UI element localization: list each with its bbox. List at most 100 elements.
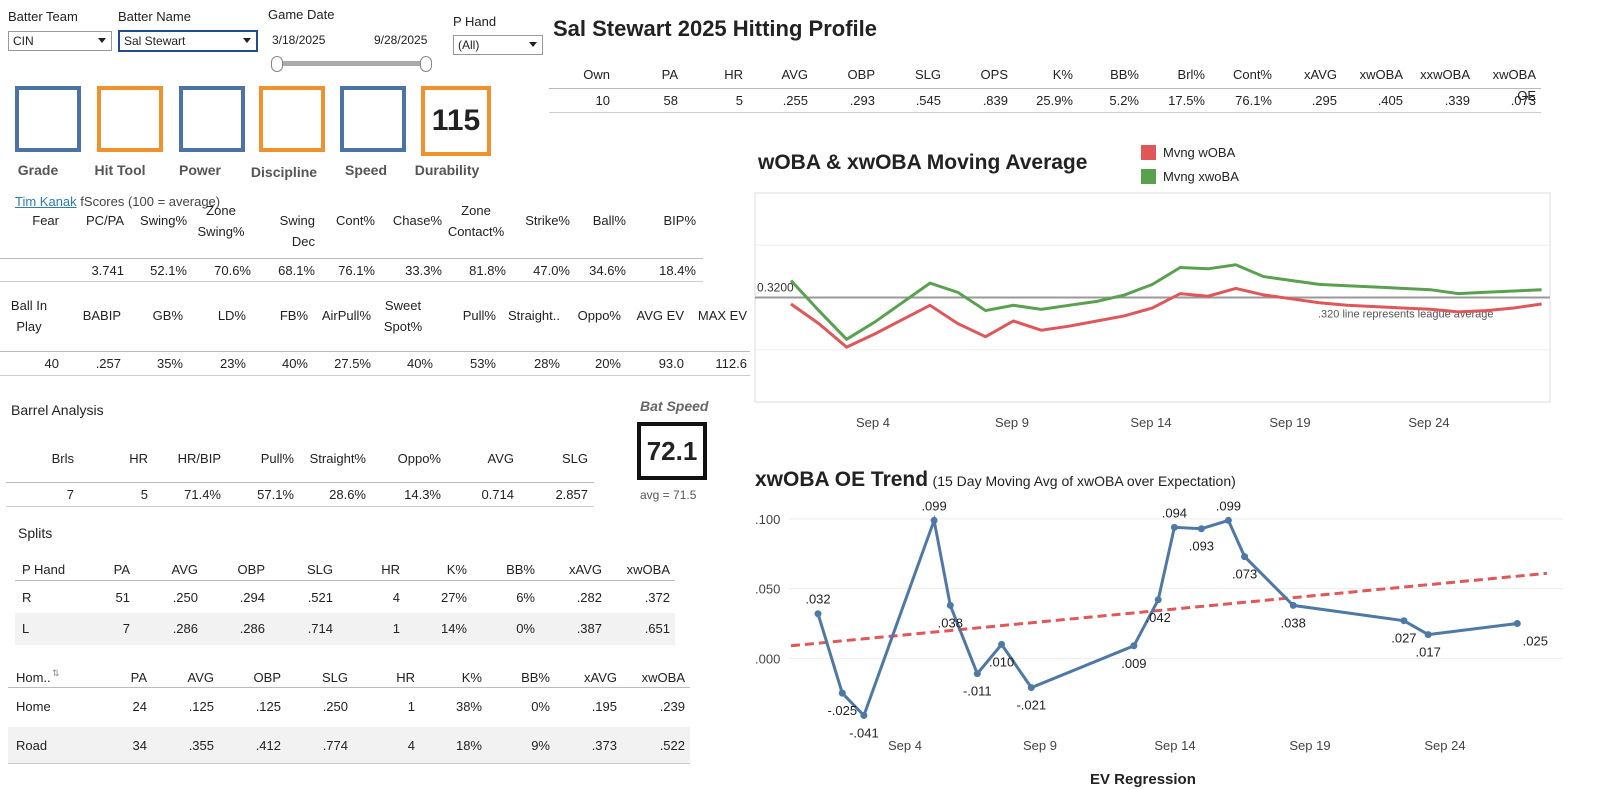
x-tick-label: Sep 19 (1269, 415, 1310, 430)
series-line-xwoba (789, 263, 1542, 342)
table-cell: 7 (66, 487, 74, 502)
table-cell: .125 (188, 699, 214, 714)
column-header: HR (724, 67, 743, 82)
table-cell: 4 (407, 738, 415, 753)
data-point (814, 610, 822, 618)
column-header: SLG (914, 67, 941, 82)
x-tick-label: Sep 4 (856, 415, 890, 430)
table-cell: .522 (659, 738, 685, 753)
table-cell: 70.6% (214, 263, 251, 278)
column-header: Hom.. (16, 670, 51, 685)
column-header: Ball In Play (10, 298, 48, 334)
y-tick-label: .000 (755, 651, 780, 666)
table-cell: 9% (531, 738, 550, 753)
table-cell: 53% (469, 356, 496, 371)
table-cell: .372 (644, 590, 670, 605)
discipline-label: Discipline (250, 164, 318, 180)
column-header: K% (446, 562, 467, 577)
x-tick-label: Sep 4 (888, 738, 922, 753)
table-cell: 0% (516, 621, 535, 636)
fscores-caption: Tim Kanak fScores (100 = average) (15, 194, 220, 209)
column-header: Brl% (1177, 67, 1205, 82)
xwoba-oe-trend-chart: .100 .050 .000 .032 -.025 -.041 .099 .038 -.011.… (755, 500, 1563, 753)
column-header: BB% (506, 562, 535, 577)
table-cell: 34.6% (589, 263, 626, 278)
table-cell: 57.1% (257, 487, 294, 502)
column-header: AVG (487, 451, 515, 466)
x-tick-label: Sep 9 (995, 415, 1029, 430)
column-header: Own (583, 67, 610, 82)
column-header: Fear (32, 213, 59, 228)
date-slider-start-handle[interactable] (271, 56, 283, 72)
column-header: AVG (171, 562, 199, 577)
date-slider-end-handle[interactable] (420, 56, 432, 72)
row-shade (15, 613, 675, 645)
table-cell: .405 (1377, 93, 1403, 108)
table-cell: 58 (663, 93, 678, 108)
column-header: Cont% (335, 213, 375, 228)
durability-label: Durability (414, 162, 480, 178)
table-cell: .282 (576, 590, 602, 605)
column-header: Zone Swing% (197, 203, 245, 239)
table-cell: 33.3% (405, 263, 442, 278)
data-label: -.021 (1016, 698, 1046, 713)
table-cell: .774 (322, 738, 348, 753)
column-header: PA (661, 67, 678, 82)
divider (549, 88, 1541, 89)
sort-icon[interactable]: ⇅ (52, 668, 60, 678)
column-header: Straight.. (507, 308, 560, 323)
column-header: K% (461, 670, 482, 685)
data-label: -.025 (827, 703, 857, 718)
data-point (860, 711, 868, 719)
divider (0, 281, 703, 282)
column-header: FB% (279, 308, 308, 323)
column-header: Oppo% (577, 308, 621, 323)
table-cell: .293 (849, 93, 875, 108)
table-cell: 34 (132, 738, 147, 753)
xwoba-oe-chart-title: xwOBA OE Trend (755, 468, 929, 491)
column-header: HR (381, 562, 400, 577)
table-cell: 25.9% (1036, 93, 1073, 108)
table-cell: 4 (392, 590, 400, 605)
table-cell: 47.0% (533, 263, 570, 278)
column-header: BB% (1110, 67, 1139, 82)
column-header: BB% (521, 670, 550, 685)
barrel-analysis-title: Barrel Analysis (11, 402, 104, 418)
batter-name-select[interactable]: Sal Stewart (118, 30, 258, 52)
divider (549, 112, 1541, 113)
date-slider-track[interactable] (278, 61, 428, 66)
hit-tool-box (97, 86, 163, 152)
table-cell: 20% (594, 356, 621, 371)
column-header: HR (396, 670, 415, 685)
power-label: Power (178, 162, 221, 178)
legend-label-woba: Mvng wOBA (1163, 145, 1236, 160)
table-cell: Road (16, 738, 48, 753)
batter-team-select[interactable]: CIN (8, 31, 112, 51)
table-cell: .286 (239, 621, 265, 636)
column-header: OPS (980, 67, 1008, 82)
durability-box: 115 (421, 86, 491, 156)
bat-speed-value: 72.1 (637, 422, 707, 480)
table-cell: .294 (239, 590, 265, 605)
reference-label: 0.3200 (757, 281, 794, 295)
table-cell: .125 (255, 699, 281, 714)
y-tick-label: .100 (755, 512, 780, 527)
data-label: .017 (1416, 645, 1441, 660)
xwoba-oe-chart-subtitle: (15 Day Moving Avg of xwOBA over Expecta… (932, 473, 1236, 489)
divider (6, 506, 594, 507)
xwoba-oe-title-block: xwOBA OE Trend (15 Day Moving Avg of xwO… (755, 468, 1236, 492)
table-cell: .545 (915, 93, 941, 108)
table-cell: 93.0 (658, 356, 684, 371)
table-cell: .387 (576, 621, 602, 636)
data-point (1130, 642, 1138, 650)
batter-team-label: Batter Team (8, 9, 78, 24)
p-hand-select[interactable]: (All) (453, 35, 543, 55)
table-cell: L (22, 621, 30, 636)
table-cell: 40 (44, 356, 59, 371)
tim-kanak-link[interactable]: Tim Kanak (15, 194, 77, 209)
table-cell: 112.6 (715, 356, 747, 371)
table-cell: 38% (455, 699, 482, 714)
column-header: Chase% (392, 213, 442, 228)
batter-name-value: Sal Stewart (124, 34, 186, 48)
bat-speed-label: Bat Speed (640, 398, 709, 414)
